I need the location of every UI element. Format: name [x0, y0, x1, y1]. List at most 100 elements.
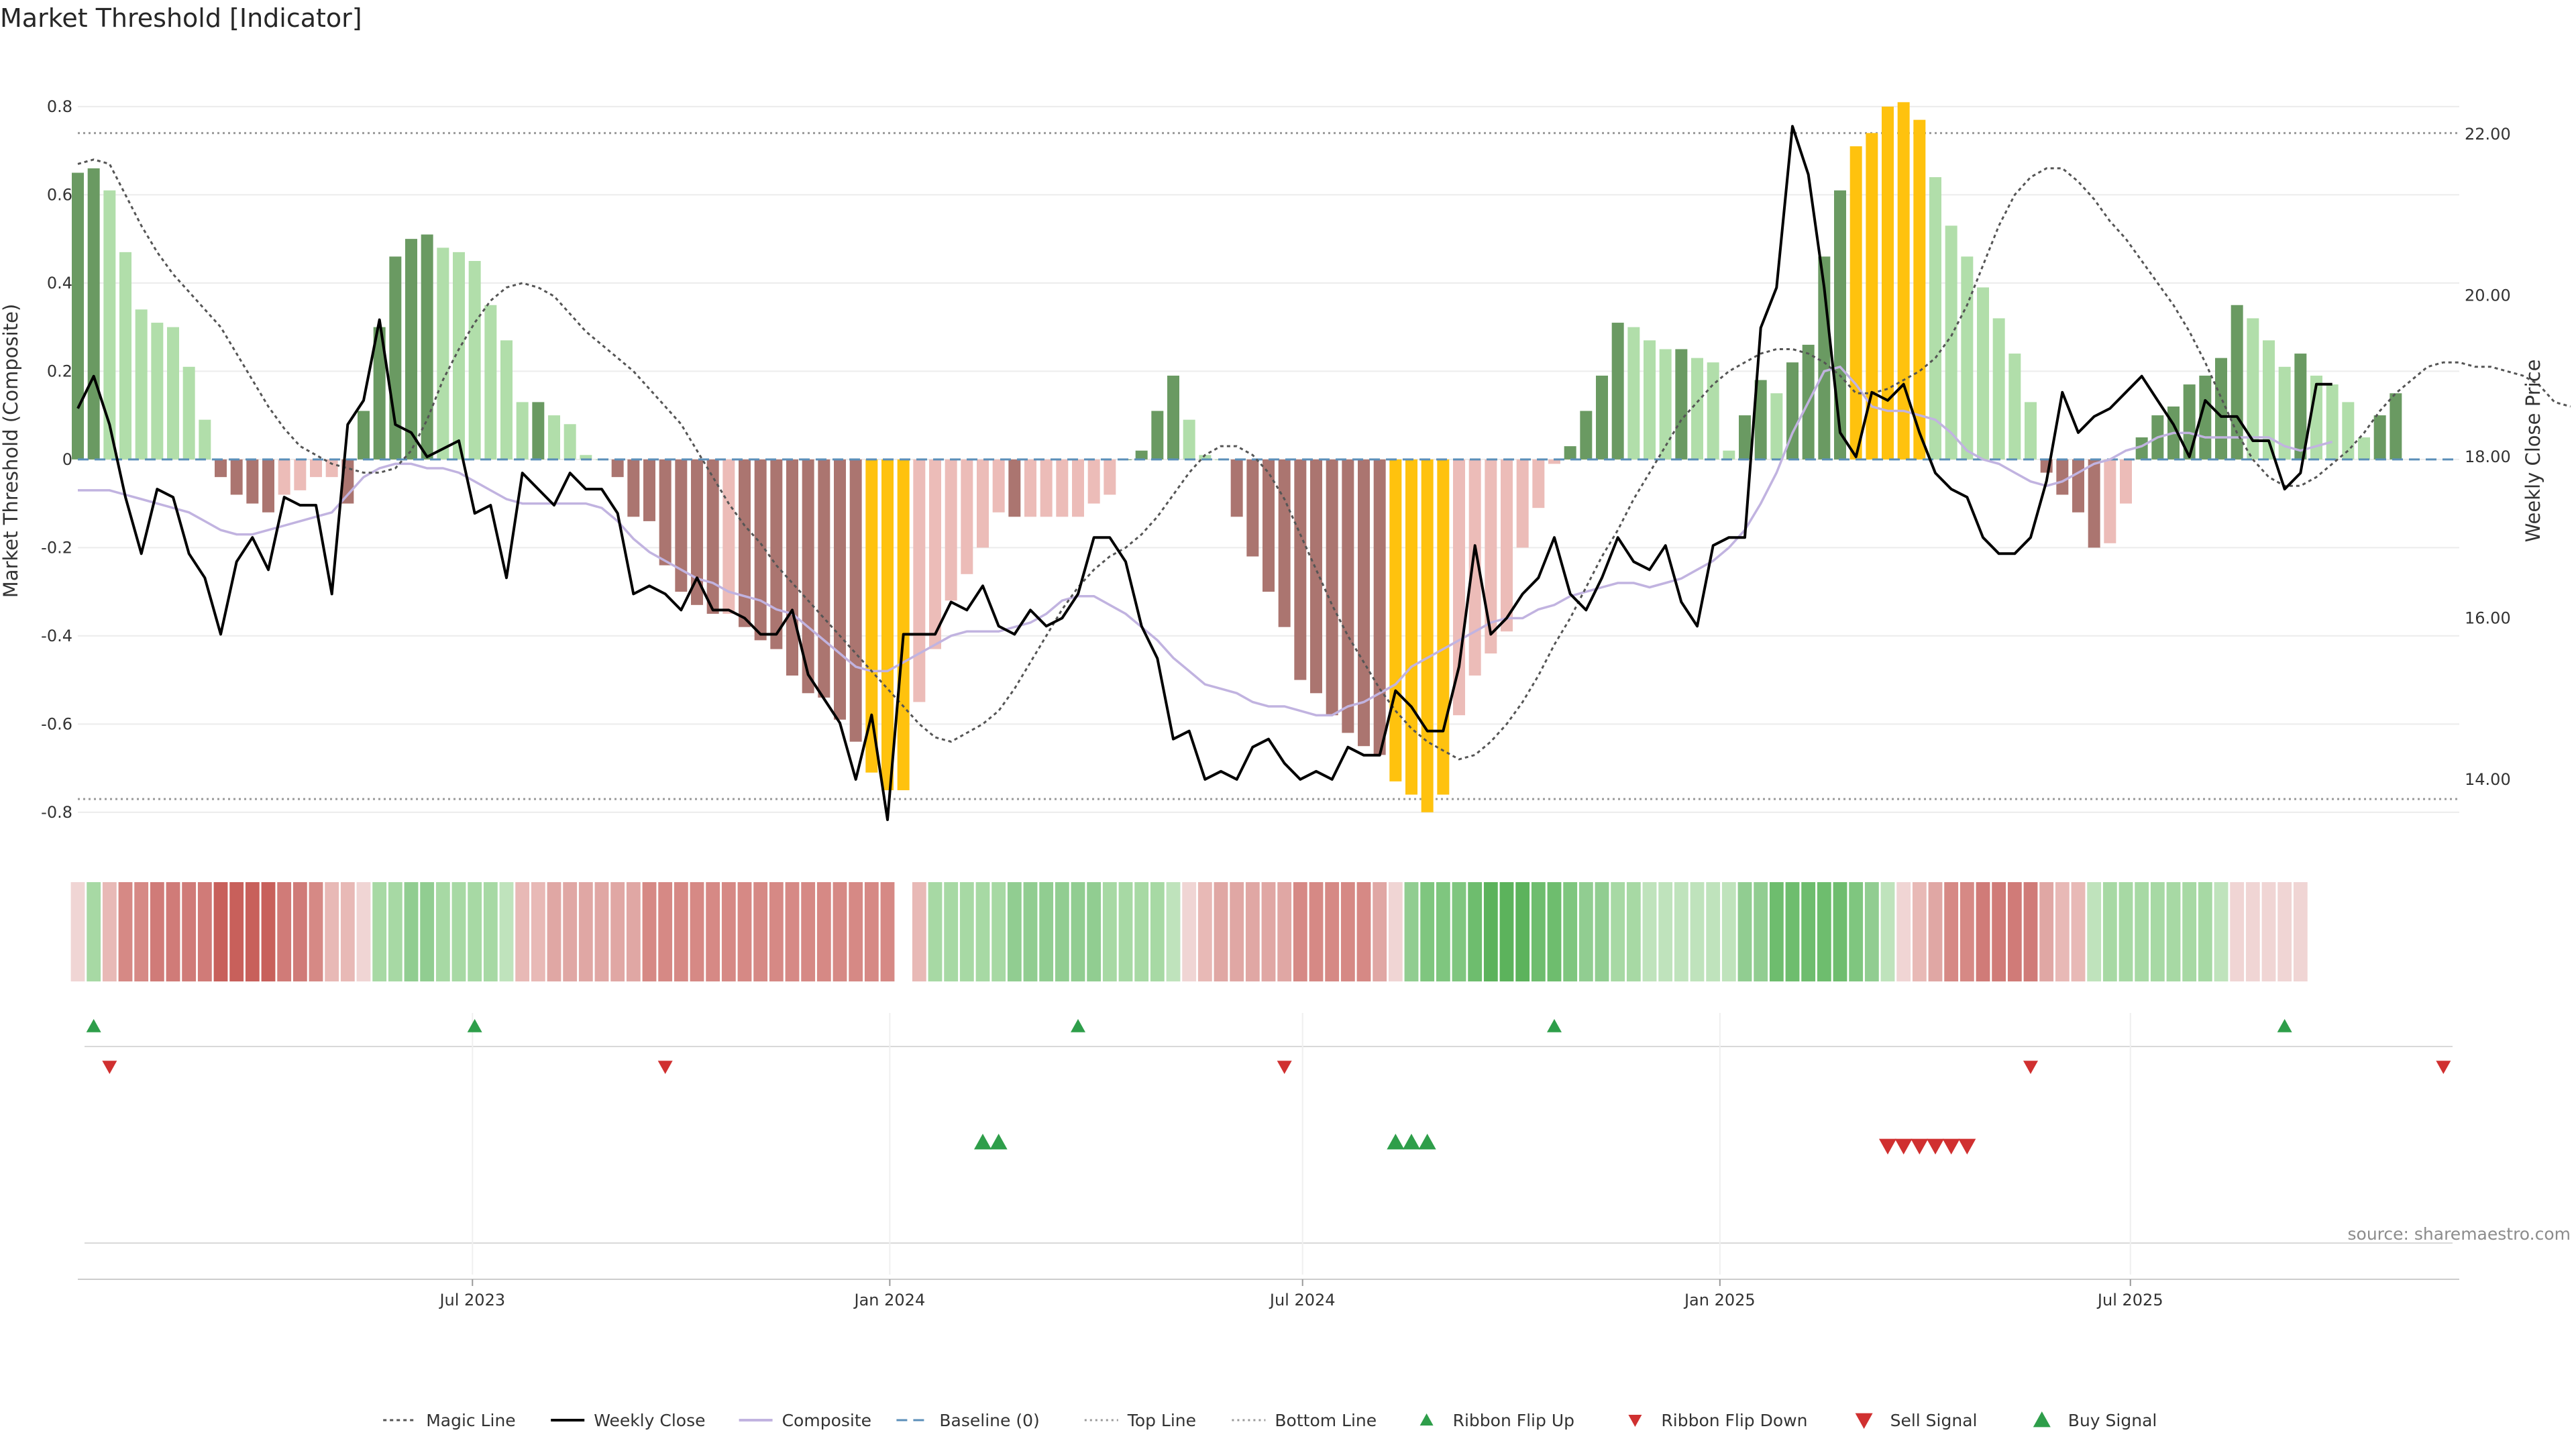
threshold-bar: [992, 459, 1005, 513]
ribbon-cell: [1531, 882, 1546, 981]
legend-item-bottom: Bottom Line: [1232, 1411, 1377, 1430]
ribbon-cell: [277, 882, 292, 981]
threshold-bar: [1691, 358, 1703, 460]
x-axis: Jul 2023 Jan 2024 Jul 2024 Jan 2025 Jul 2025: [78, 1279, 2459, 1309]
ribbon-cell: [626, 882, 641, 981]
ribbon-cell: [2055, 882, 2070, 981]
threshold-bar: [770, 459, 783, 649]
threshold-bar: [72, 172, 84, 460]
ribbon-cell: [2039, 882, 2054, 981]
ribbon-cell: [1690, 882, 1705, 981]
ribbon-cell: [1674, 882, 1688, 981]
threshold-bar: [103, 190, 116, 460]
y-tick-right: 22.00: [2465, 125, 2511, 144]
ribbon-cell: [1896, 882, 1911, 981]
legend-item-sell: Sell Signal: [1855, 1411, 1977, 1430]
ribbon-cell: [753, 882, 768, 981]
threshold-bar: [1389, 459, 1402, 782]
chart-title: Market Threshold [Indicator]: [0, 3, 362, 33]
threshold-bar: [151, 323, 164, 460]
magic-line: [77, 158, 2571, 761]
threshold-bar: [627, 459, 640, 517]
threshold-bar: [119, 252, 131, 460]
y-tick-right: 20.00: [2465, 286, 2511, 305]
ribbon-cell: [864, 882, 879, 981]
ribbon-flip-down-marker: [2023, 1061, 2038, 1074]
threshold-bar: [881, 459, 894, 790]
legend-label: Composite: [782, 1411, 871, 1430]
legend-label: Ribbon Flip Down: [1661, 1411, 1807, 1430]
threshold-bar: [182, 366, 195, 460]
threshold-bar: [325, 459, 338, 478]
legend-item-top: Top Line: [1084, 1411, 1196, 1430]
ribbon-cell: [2293, 882, 2308, 981]
ribbon-cell: [1785, 882, 1800, 981]
ribbon-cell: [435, 882, 450, 981]
threshold-bar: [2247, 318, 2259, 460]
threshold-bar: [1644, 340, 1656, 460]
ribbon-cell: [261, 882, 276, 981]
ribbon-flip-down-marker: [102, 1061, 117, 1074]
threshold-bar: [437, 248, 449, 460]
ribbon-cell: [2277, 882, 2292, 981]
threshold-bar: [564, 424, 576, 460]
ribbon-cell: [1817, 882, 1831, 981]
threshold-bar: [2278, 366, 2291, 460]
legend-item-close: Weekly Close: [551, 1411, 705, 1430]
y-tick-left: 0.6: [47, 185, 72, 204]
threshold-bar: [1294, 459, 1307, 680]
ribbon-flip-up-marker: [2277, 1019, 2292, 1032]
y-axis-label-left: Market Threshold (Composite): [0, 304, 22, 598]
ribbon-cell: [2135, 882, 2149, 981]
threshold-bar: [1611, 323, 1624, 460]
threshold-bar: [484, 305, 497, 460]
threshold-bar: [2008, 354, 2021, 460]
composite-line: [78, 365, 2333, 716]
buy-signal-marker: [1387, 1134, 1405, 1150]
y-tick-right: 14.00: [2465, 770, 2511, 789]
threshold-bar: [580, 455, 592, 460]
threshold-bar: [1167, 375, 1179, 460]
ribbon-cell: [1754, 882, 1768, 981]
ribbon-cell: [451, 882, 466, 981]
ribbon-cell: [1166, 882, 1181, 981]
x-tick-label: Jan 2024: [853, 1291, 926, 1309]
threshold-bar: [1468, 459, 1481, 676]
legend-label: Ribbon Flip Up: [1453, 1411, 1574, 1430]
threshold-bar: [913, 459, 926, 702]
threshold-bar: [1008, 459, 1021, 517]
threshold-bar: [1342, 459, 1354, 733]
threshold-bar: [1104, 459, 1116, 495]
ribbon-cell: [1452, 882, 1466, 981]
x-tick-label: Jul 2024: [1269, 1291, 1336, 1309]
ribbon-cell: [944, 882, 959, 981]
y-tick-left: -0.4: [41, 627, 72, 645]
threshold-bar: [1977, 287, 1989, 460]
ribbon-flip-up-marker: [1547, 1019, 1562, 1032]
ribbon-cell: [2087, 882, 2102, 981]
threshold-bar: [643, 459, 655, 521]
ribbon-cell: [928, 882, 943, 981]
threshold-bar: [1501, 459, 1513, 632]
threshold-bar: [1992, 318, 2005, 460]
threshold-bar: [2342, 402, 2355, 460]
threshold-bar: [691, 459, 703, 605]
legend: Magic Line Weekly Close Composite Baseline …: [383, 1411, 2157, 1430]
ribbon-cell: [642, 882, 657, 981]
threshold-bar: [1707, 362, 1719, 460]
threshold-bar: [818, 459, 830, 698]
threshold-bar: [2215, 358, 2227, 460]
ribbon-cell: [483, 882, 498, 981]
legend-item-composite: Composite: [739, 1411, 871, 1430]
ribbon-cell: [991, 882, 1006, 981]
threshold-bar: [1263, 459, 1275, 592]
threshold-bar: [2056, 459, 2069, 495]
threshold-bar: [961, 459, 973, 574]
threshold-bar: [246, 459, 259, 504]
threshold-bar: [453, 252, 465, 460]
ribbon-cell: [102, 882, 117, 981]
y-tick-right: 18.00: [2465, 447, 2511, 466]
ribbon-cell: [499, 882, 514, 981]
threshold-bar: [1437, 459, 1450, 795]
ribbon-flip-down-marker: [1277, 1061, 1292, 1074]
